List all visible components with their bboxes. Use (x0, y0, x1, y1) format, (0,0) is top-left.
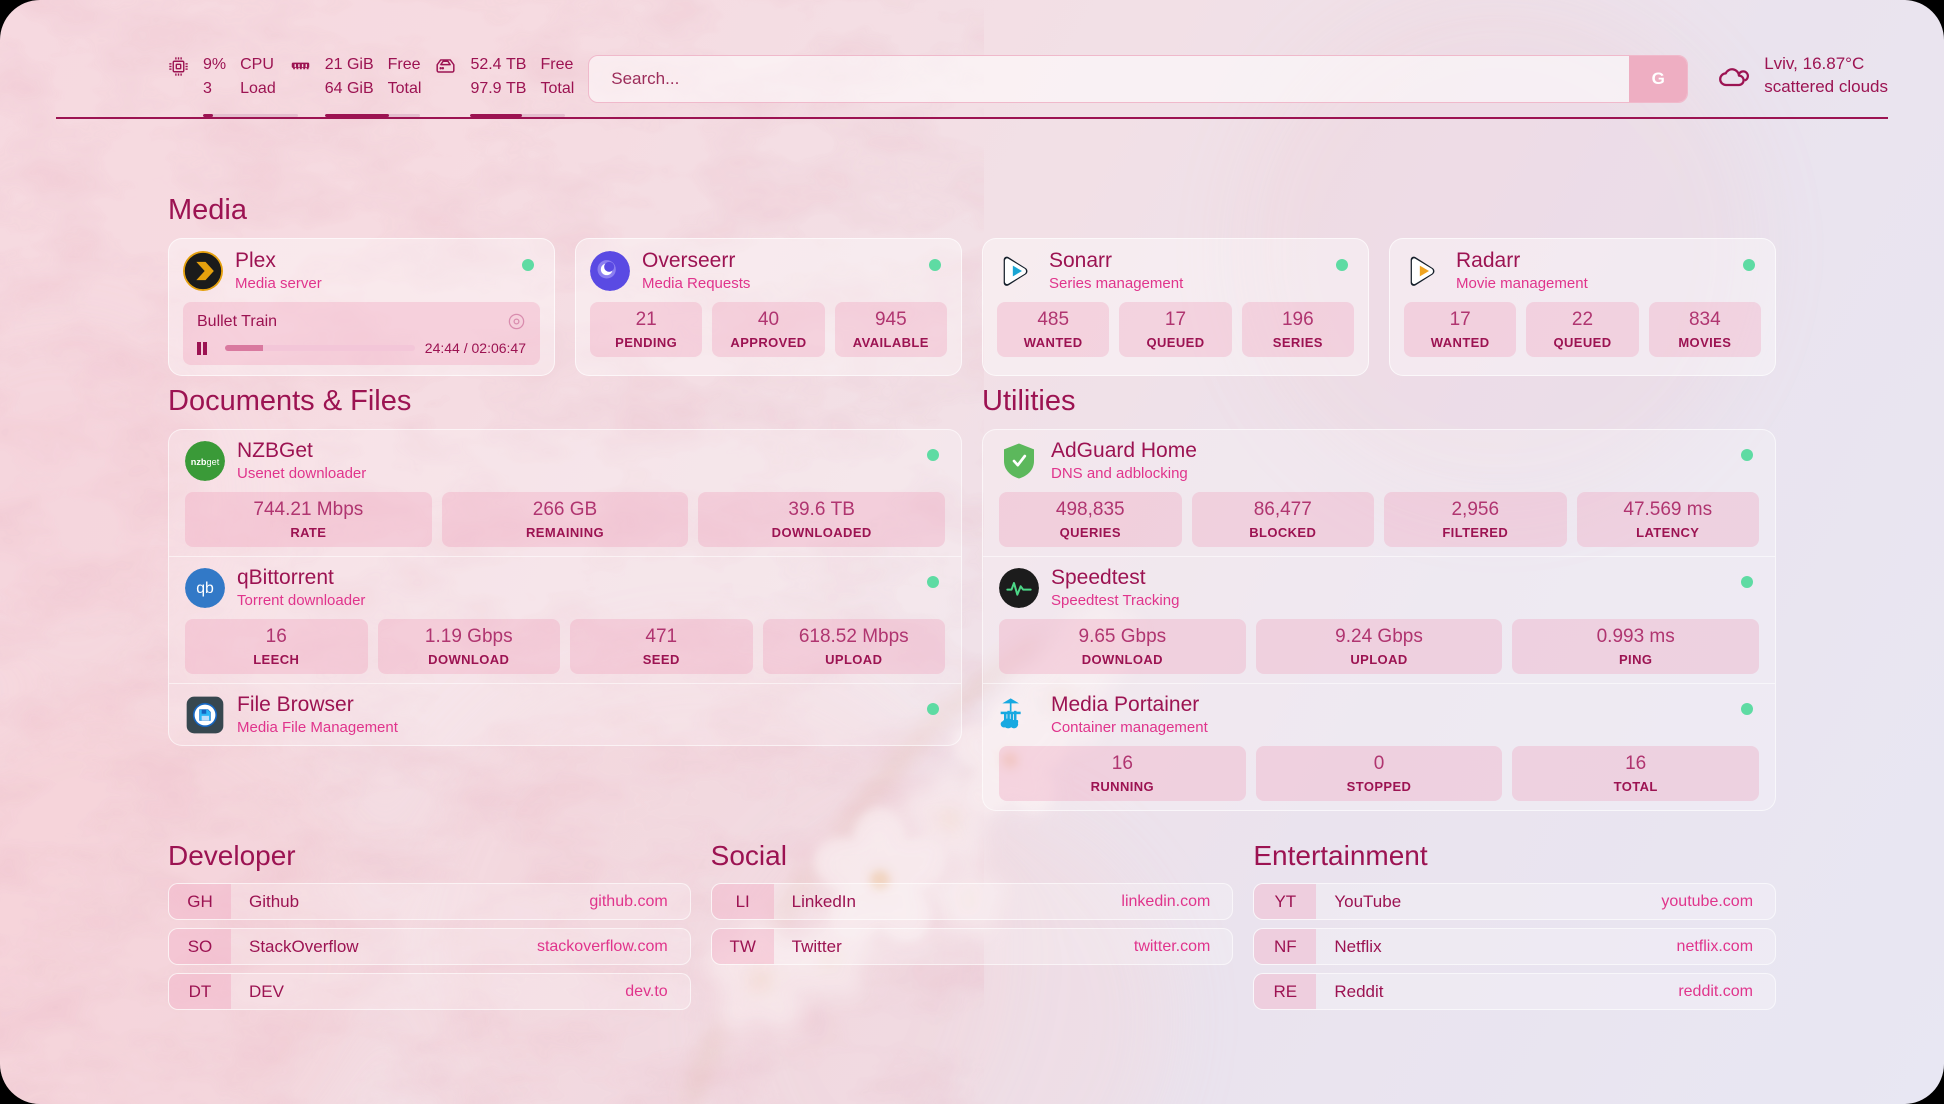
svg-text:qb: qb (196, 580, 214, 597)
svg-text:nzbget: nzbget (191, 457, 220, 467)
